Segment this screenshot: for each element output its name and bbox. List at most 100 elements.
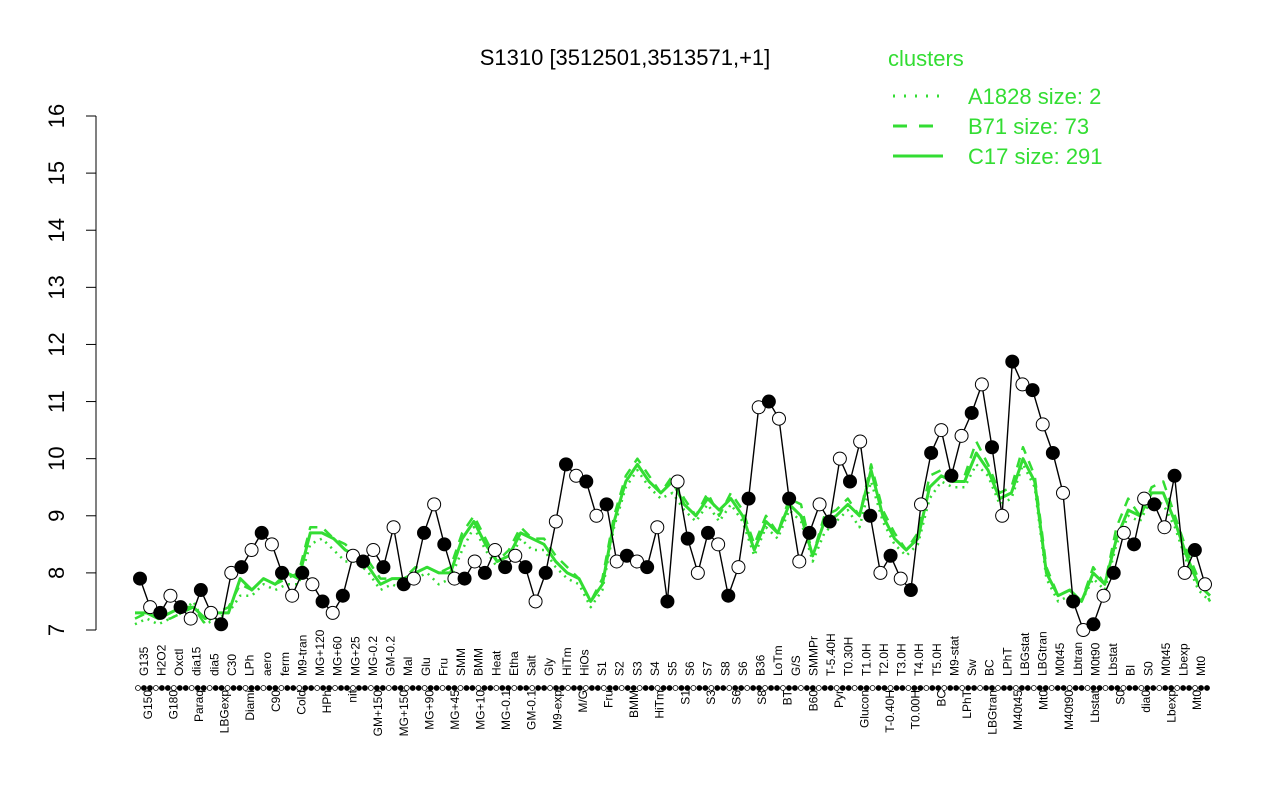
x-tick-mark xyxy=(1024,685,1031,691)
x-tick-label: M0t45 xyxy=(1159,642,1173,676)
x-tick-mark xyxy=(833,685,840,691)
x-tick-label: T0.30H xyxy=(842,637,856,676)
x-tick-mark xyxy=(153,685,159,691)
x-tick-mark xyxy=(314,685,321,691)
x-tick-mark xyxy=(600,685,607,691)
x-tick-label: S6 xyxy=(683,661,697,676)
data-point xyxy=(325,605,340,620)
x-tick-mark xyxy=(344,685,350,691)
x-tick-mark xyxy=(983,685,989,691)
x-tick-label: C30 xyxy=(225,654,239,676)
data-point xyxy=(934,423,949,438)
x-tick-label: Mt0 xyxy=(1190,690,1204,710)
x-tick-mark xyxy=(750,685,757,691)
x-tick-label: Sw xyxy=(965,659,979,676)
x-tick-mark xyxy=(565,685,571,691)
x-tick-mark xyxy=(1001,685,1007,691)
data-point xyxy=(893,571,908,586)
data-point xyxy=(295,565,310,580)
x-tick-mark xyxy=(421,685,428,691)
x-tick-mark xyxy=(1144,685,1151,691)
data-point xyxy=(427,497,442,512)
x-tick-label: SMM xyxy=(454,648,468,676)
x-tick-mark xyxy=(481,685,488,691)
data-point xyxy=(214,617,229,632)
x-tick-mark xyxy=(738,685,745,691)
x-tick-mark xyxy=(224,685,231,691)
x-tick-mark xyxy=(696,685,703,691)
data-point xyxy=(153,605,168,620)
x-tick-label: HPh xyxy=(320,690,334,713)
x-tick-mark xyxy=(612,685,619,691)
data-point xyxy=(782,491,797,506)
data-point xyxy=(731,560,746,575)
x-tick-mark xyxy=(768,685,774,691)
data-point xyxy=(579,474,594,489)
data-point xyxy=(761,394,776,409)
data-point xyxy=(853,434,868,449)
x-tick-mark xyxy=(1084,685,1091,691)
x-tick-mark xyxy=(1096,685,1103,691)
x-tick-mark xyxy=(1066,685,1073,691)
x-tick-label: MG+90 xyxy=(422,690,436,730)
data-point xyxy=(1187,543,1202,558)
data-point xyxy=(1157,520,1172,535)
x-tick-label: MG+150 xyxy=(397,690,411,737)
y-tick-label: 9 xyxy=(44,510,69,522)
x-tick-label: S3 xyxy=(704,690,718,705)
x-tick-mark xyxy=(839,685,846,691)
data-point xyxy=(599,497,614,512)
x-tick-label: T0.00H xyxy=(909,690,923,729)
x-tick-label: LBGtran xyxy=(1036,631,1050,676)
x-tick-mark xyxy=(1060,685,1067,691)
data-point xyxy=(640,560,655,575)
x-tick-mark xyxy=(1078,685,1085,691)
x-tick-mark xyxy=(302,685,309,691)
x-tick-mark xyxy=(893,685,900,691)
data-point xyxy=(1056,485,1070,500)
x-tick-mark xyxy=(1007,685,1013,691)
x-tick-mark xyxy=(182,685,189,691)
data-point xyxy=(477,565,492,580)
x-tick-mark xyxy=(654,685,661,691)
x-tick-label: Lbstat xyxy=(1106,643,1120,676)
x-axis: G135 H2O2 Oxctl dia15 dia5 C30 LPh aero ferm M9-t… xyxy=(135,629,1210,737)
x-tick-label: M/G xyxy=(576,690,590,713)
x-tick-mark xyxy=(929,685,936,691)
x-tick-mark xyxy=(1162,685,1169,691)
x-tick-mark xyxy=(809,685,816,691)
x-tick-mark xyxy=(457,685,464,691)
x-tick-label: BMM xyxy=(627,690,641,718)
x-tick-label: aero xyxy=(260,652,274,676)
data-point xyxy=(883,548,898,563)
data-point xyxy=(335,588,350,603)
x-tick-mark xyxy=(1102,685,1109,691)
legend-entry-label: B71 size: 73 xyxy=(968,114,1089,139)
x-tick-mark xyxy=(684,685,691,691)
x-tick-mark xyxy=(523,685,530,691)
x-tick-mark xyxy=(594,685,601,691)
x-tick-mark xyxy=(606,685,613,691)
x-tick-mark xyxy=(1018,685,1025,691)
data-point xyxy=(914,497,928,512)
x-tick-mark xyxy=(744,685,751,691)
x-tick-label: S6 xyxy=(736,661,750,676)
x-tick-label: Lbstat xyxy=(1088,689,1102,722)
x-tick-label: MG+60 xyxy=(331,636,345,676)
data-point xyxy=(163,588,178,603)
data-point xyxy=(1177,565,1192,580)
x-tick-mark xyxy=(278,685,285,691)
x-tick-mark xyxy=(935,685,942,691)
data-point xyxy=(417,525,431,540)
x-tick-mark xyxy=(1036,685,1043,691)
x-tick-label: M9-exp xyxy=(550,690,564,730)
data-point xyxy=(660,594,675,609)
x-tick-mark xyxy=(1186,685,1192,691)
x-tick-mark xyxy=(1132,685,1139,691)
data-point xyxy=(254,525,269,540)
x-tick-label: T5.0H xyxy=(930,643,944,676)
data-point xyxy=(548,514,563,529)
x-tick-label: B36 xyxy=(754,654,768,676)
x-tick-label: BC xyxy=(983,659,997,676)
x-tick-mark xyxy=(463,685,470,691)
